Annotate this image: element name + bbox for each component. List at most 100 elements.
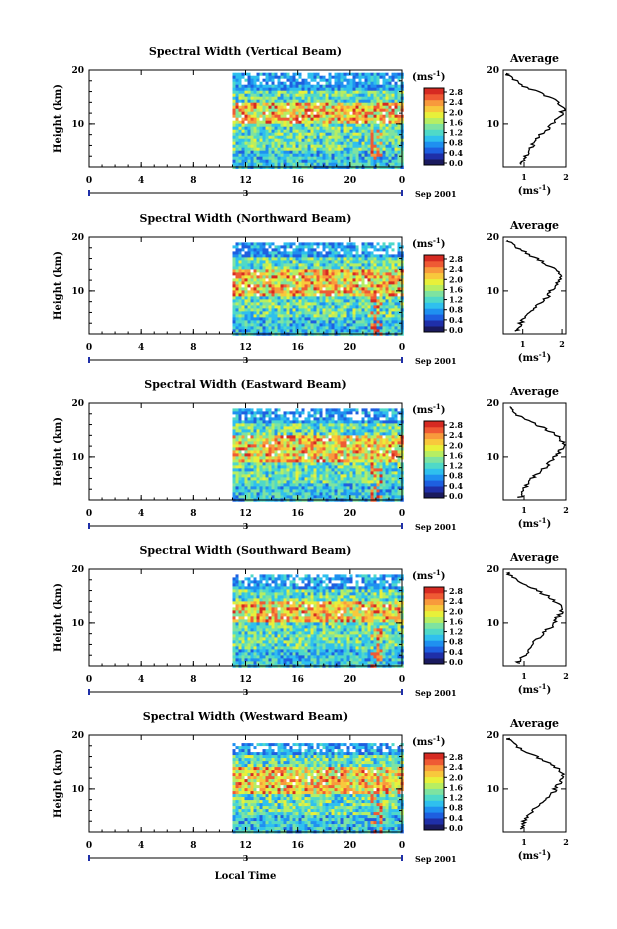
heatmap-cell — [349, 135, 353, 139]
heatmap-cell — [361, 120, 365, 124]
heatmap-cell — [235, 257, 239, 261]
heatmap-cell — [319, 144, 323, 148]
heatmap-cell — [238, 81, 242, 85]
heatmap-cell — [373, 414, 377, 418]
heatmap-cell — [283, 278, 287, 282]
heatmap-cell — [310, 117, 314, 121]
heatmap-cell — [295, 87, 299, 91]
heatmap-cell — [337, 99, 341, 103]
heatmap-cell — [379, 114, 383, 118]
heatmap-cell — [358, 426, 362, 430]
heatmap-cell — [298, 111, 302, 115]
heatmap-cell — [376, 450, 380, 454]
heatmap-cell — [343, 129, 347, 133]
heatmap-cell — [274, 435, 278, 439]
heatmap-cell — [322, 317, 326, 321]
heatmap-cell — [397, 156, 401, 160]
heatmap-cell — [271, 123, 275, 127]
heatmap-cell — [250, 129, 254, 133]
heatmap-cell — [388, 317, 392, 321]
heatmap-cell — [253, 245, 257, 249]
heatmap-cell — [358, 263, 362, 267]
heatmap-cell — [289, 275, 293, 279]
heatmap-cell — [256, 123, 260, 127]
heatmap-cell — [262, 320, 266, 324]
heatmap-cell — [289, 90, 293, 94]
heatmap-cell — [304, 290, 308, 294]
heatmap-cell — [307, 320, 311, 324]
heatmap-cell — [286, 156, 290, 160]
heatmap-cell — [238, 444, 242, 448]
heatmap-cell — [295, 263, 299, 267]
heatmap-cell — [328, 326, 332, 330]
heatmap-cell — [343, 293, 347, 297]
heatmap-cell — [316, 429, 320, 433]
heatmap-cell — [382, 147, 386, 151]
heatmap-cell — [388, 120, 392, 124]
heatmap-cell — [268, 87, 272, 91]
heatmap-cell — [394, 150, 398, 154]
heatmap-cell — [274, 144, 278, 148]
heatmap-cell — [316, 123, 320, 127]
heatmap-cell — [349, 287, 353, 291]
heatmap-cell — [301, 260, 305, 264]
heatmap-cell — [319, 435, 323, 439]
heatmap-cell — [274, 408, 278, 412]
heatmap-cell — [232, 81, 236, 85]
heatmap-cell — [235, 84, 239, 88]
heatmap-cell — [298, 81, 302, 85]
heatmap-cell — [286, 320, 290, 324]
heatmap-cell — [250, 296, 254, 300]
heatmap-cell — [295, 141, 299, 145]
heatmap-cell — [304, 135, 308, 139]
heatmap-cell — [388, 287, 392, 291]
heatmap-cell — [376, 302, 380, 306]
heatmap-cell — [391, 147, 395, 151]
heatmap-cell — [304, 144, 308, 148]
heatmap-cell — [382, 459, 386, 463]
heatmap-cell — [319, 311, 323, 315]
heatmap-cell — [265, 435, 269, 439]
heatmap-cell — [367, 423, 371, 427]
heatmap-cell — [394, 114, 398, 118]
heatmap-cell — [334, 423, 338, 427]
heatmap-cell — [295, 123, 299, 127]
heatmap-cell — [391, 251, 395, 255]
heatmap-cell — [337, 317, 341, 321]
heatmap-cell — [277, 450, 281, 454]
heatmap-cell — [334, 78, 338, 82]
heatmap-cell — [301, 138, 305, 142]
heatmap-cell — [397, 162, 401, 166]
heatmap-cell — [379, 263, 383, 267]
heatmap-cell — [319, 102, 323, 106]
heatmap-cell — [346, 72, 350, 76]
heatmap-cell — [250, 308, 254, 312]
heatmap-cell — [382, 93, 386, 97]
heatmap-cell — [355, 420, 359, 424]
heatmap-cell — [259, 245, 263, 249]
heatmap-cell — [283, 314, 287, 318]
heatmap-cell — [331, 459, 335, 463]
heatmap-cell — [367, 245, 371, 249]
heatmap-cell — [259, 242, 263, 246]
heatmap-cell — [274, 281, 278, 285]
heatmap-cell — [355, 432, 359, 436]
heatmap-cell — [361, 438, 365, 442]
heatmap-cell — [286, 132, 290, 136]
heatmap-cell — [277, 426, 281, 430]
heatmap-cell — [289, 153, 293, 157]
heatmap-cell — [244, 111, 248, 115]
heatmap-cell — [361, 444, 365, 448]
heatmap-cell — [268, 432, 272, 436]
heatmap-cell — [283, 84, 287, 88]
heatmap-cell — [346, 444, 350, 448]
heatmap-cell — [274, 414, 278, 418]
heatmap-cell — [349, 426, 353, 430]
heatmap-cell — [379, 459, 383, 463]
heatmap-cell — [232, 144, 236, 148]
heatmap-cell — [352, 263, 356, 267]
heatmap-cell — [271, 87, 275, 91]
heatmap-cell — [346, 248, 350, 252]
heatmap-cell — [313, 293, 317, 297]
heatmap-cell — [286, 420, 290, 424]
